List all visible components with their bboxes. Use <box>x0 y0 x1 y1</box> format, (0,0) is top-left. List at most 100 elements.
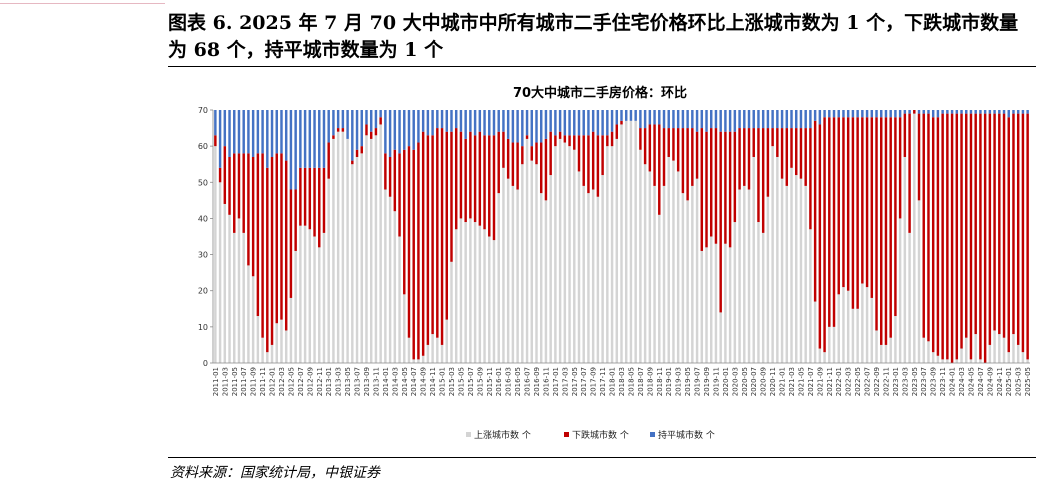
bar-s2-3 <box>228 110 231 157</box>
x-tick-label: 2015-09 <box>476 367 484 396</box>
bar-s0-94 <box>658 214 661 363</box>
bar-s0-88 <box>629 120 633 363</box>
bar-s2-30 <box>355 110 359 150</box>
bar-s2-82 <box>601 110 604 136</box>
bar-s2-87 <box>624 110 628 121</box>
bar-s2-49 <box>445 110 448 132</box>
x-tick-label: 2023-09 <box>930 367 938 396</box>
bar-s0-126 <box>809 229 812 363</box>
bar-s0-22 <box>318 247 321 363</box>
bar-s0-36 <box>384 189 387 363</box>
bar-s2-61 <box>502 110 505 132</box>
bar-s1-46 <box>431 135 434 335</box>
bar-s1-145 <box>898 117 902 219</box>
bar-s2-118 <box>771 110 774 129</box>
bar-s1-161 <box>974 113 977 335</box>
bar-s2-149 <box>917 110 921 114</box>
bar-s0-95 <box>662 185 666 363</box>
bar-s2-47 <box>436 110 439 129</box>
bar-s2-166 <box>998 110 1001 114</box>
bar-s1-114 <box>752 128 755 157</box>
bar-s0-31 <box>360 153 363 363</box>
bar-s1-19 <box>303 167 307 226</box>
bar-s1-48 <box>440 128 444 345</box>
bar-s0-100 <box>686 200 689 363</box>
bar-s1-68 <box>535 142 538 165</box>
bar-s0-2 <box>223 203 227 363</box>
bar-s0-106 <box>714 243 718 363</box>
x-tick-label: 2019-05 <box>684 367 692 396</box>
bar-s0-61 <box>502 167 505 363</box>
bar-s1-62 <box>506 138 510 179</box>
bar-s2-48 <box>440 110 444 129</box>
bar-s2-0 <box>214 110 217 136</box>
bar-s1-30 <box>355 149 359 157</box>
bar-s1-61 <box>502 131 505 168</box>
bar-s2-86 <box>620 110 623 121</box>
bar-s0-96 <box>667 156 670 363</box>
bar-s1-92 <box>648 124 652 172</box>
bar-s1-15 <box>284 160 288 331</box>
bar-s0-10 <box>261 337 264 363</box>
bar-s0-60 <box>497 193 500 363</box>
bar-s2-68 <box>535 110 538 143</box>
x-tick-label: 2013-09 <box>363 367 371 396</box>
bar-s0-42 <box>412 359 415 363</box>
bar-s2-14 <box>280 110 283 154</box>
bar-s2-132 <box>837 110 840 118</box>
bar-s2-53 <box>464 110 467 139</box>
bar-s2-44 <box>421 110 425 132</box>
bar-s1-143 <box>889 117 892 338</box>
bar-s2-108 <box>724 110 727 132</box>
bar-s2-93 <box>653 110 656 125</box>
bar-s0-122 <box>790 167 793 363</box>
bar-s0-86 <box>620 124 623 364</box>
bar-s2-113 <box>747 110 751 129</box>
bar-s1-74 <box>563 135 567 143</box>
bar-s2-165 <box>993 110 996 114</box>
x-tick-label: 2016-05 <box>514 367 522 396</box>
bar-s1-57 <box>483 135 486 230</box>
bar-s1-99 <box>681 128 685 194</box>
bar-s1-108 <box>724 131 727 244</box>
bar-s0-19 <box>303 225 307 363</box>
x-tick-label: 2024-03 <box>958 367 966 396</box>
bar-s0-39 <box>398 236 401 363</box>
bar-s1-117 <box>766 128 770 197</box>
bar-s1-43 <box>417 142 420 360</box>
bar-s0-63 <box>511 185 515 363</box>
bar-s2-103 <box>700 110 704 129</box>
x-tick-label: 2012-03 <box>278 367 286 396</box>
bar-s1-148 <box>913 110 916 114</box>
legend-swatch-0 <box>466 432 471 437</box>
bar-s0-155 <box>946 359 949 363</box>
bar-s2-34 <box>374 110 378 129</box>
bar-s2-106 <box>714 110 718 129</box>
bar-s1-78 <box>582 135 585 186</box>
bar-s0-121 <box>785 185 789 363</box>
bar-s0-131 <box>832 326 836 363</box>
bar-s2-57 <box>483 110 486 136</box>
x-tick-label: 2023-03 <box>901 367 909 396</box>
x-tick-label: 2014-09 <box>420 367 428 396</box>
bar-s2-23 <box>322 110 326 168</box>
x-tick-label: 2014-05 <box>401 367 409 396</box>
bar-s1-36 <box>384 153 387 190</box>
bar-s0-20 <box>308 229 312 363</box>
bar-s2-84 <box>610 110 614 132</box>
bar-s0-24 <box>327 178 330 363</box>
bar-s1-44 <box>421 131 425 356</box>
bar-s2-90 <box>639 110 642 129</box>
bar-s1-101 <box>691 128 694 186</box>
bar-s0-118 <box>771 146 774 363</box>
y-tick-label: 0 <box>203 359 208 368</box>
x-tick-label: 2015-01 <box>439 367 447 396</box>
bar-s0-26 <box>336 131 340 363</box>
bar-s0-29 <box>351 164 354 363</box>
bar-s0-108 <box>724 243 727 363</box>
bar-s1-0 <box>214 135 217 147</box>
bar-s0-51 <box>454 229 458 363</box>
bar-s1-63 <box>511 142 515 186</box>
bar-s1-138 <box>865 117 869 288</box>
bar-s2-83 <box>606 110 609 136</box>
